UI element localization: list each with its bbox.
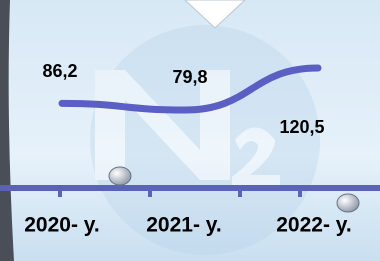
chart: 86,2 79,8 120,5 2020- y. 2021- y. 2022- y. [0, 0, 380, 261]
x-tick-label: 2020- y. [24, 214, 100, 237]
x-tick-label: 2022- y. [276, 214, 352, 237]
slider-knob [109, 167, 131, 185]
x-tick-label: 2021- y. [146, 214, 222, 237]
value-label: 79,8 [172, 67, 207, 87]
page: 86,279,8120,52020- y.2021- y.2022- y. ((… [0, 0, 380, 261]
value-label: 120,5 [279, 117, 324, 137]
slider-knob [337, 194, 359, 212]
value-label: 86,2 [42, 61, 77, 81]
